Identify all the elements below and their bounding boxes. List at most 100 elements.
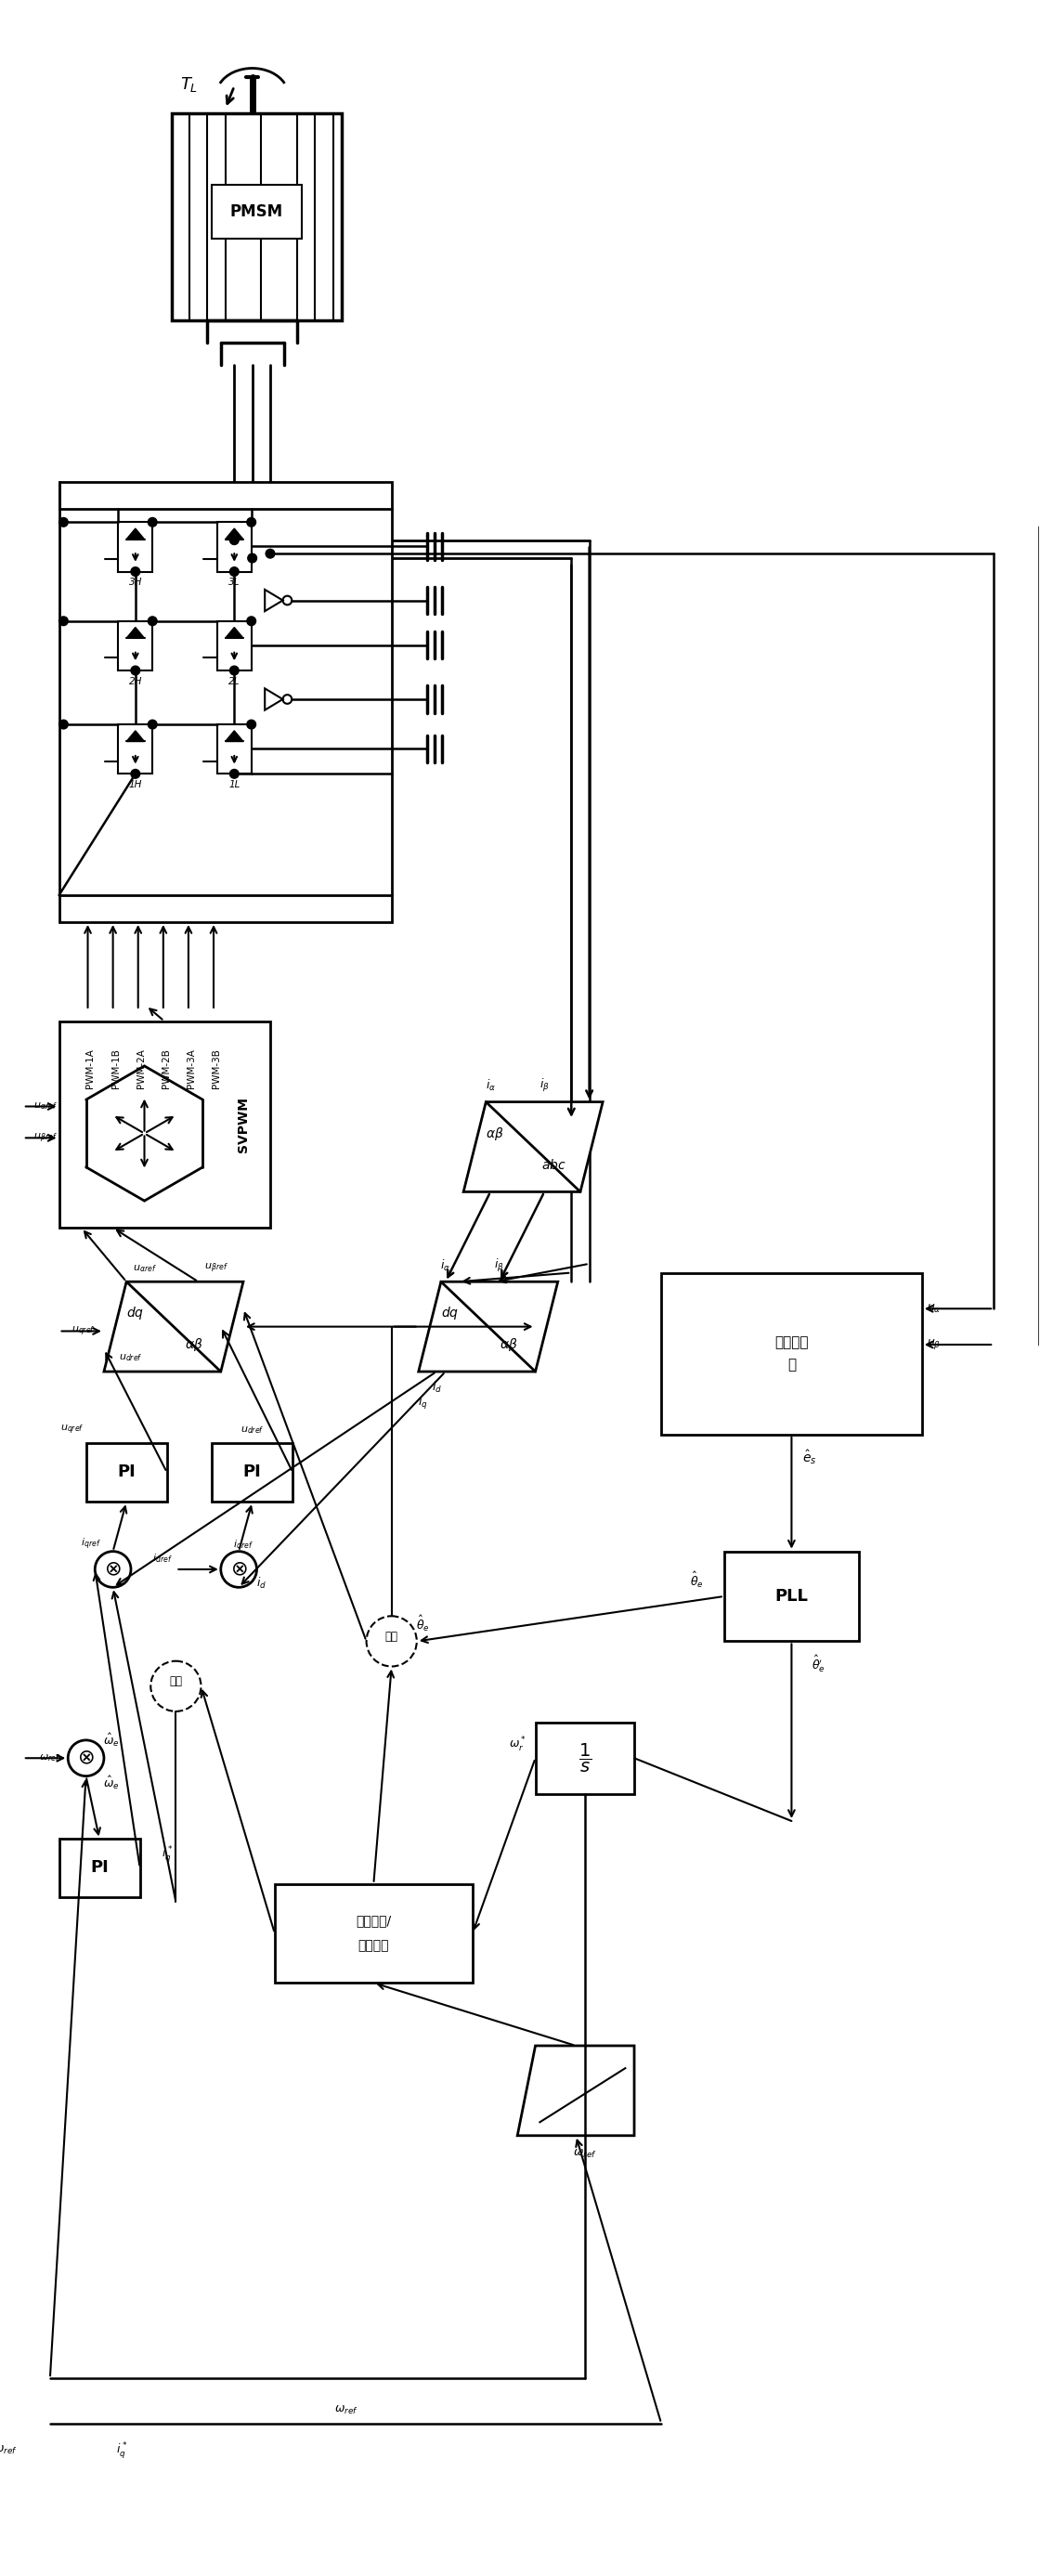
Polygon shape [127,528,145,538]
Text: $\otimes$: $\otimes$ [77,1749,95,1767]
Text: $\hat{\theta}_e$: $\hat{\theta}_e$ [416,1613,430,1633]
Polygon shape [226,528,243,538]
Bar [536,1723,634,1793]
Text: $\omega_r^*$: $\omega_r^*$ [509,1736,526,1754]
Text: $\dfrac{1}{s}$: $\dfrac{1}{s}$ [578,1741,592,1775]
Polygon shape [226,629,243,639]
Circle shape [266,549,275,559]
Text: PI: PI [118,1463,135,1481]
Circle shape [59,616,68,626]
Text: $\hat{\theta}_e$: $\hat{\theta}_e$ [691,1571,704,1589]
Text: PWM-1A: PWM-1A [86,1048,95,1090]
Text: $\omega_{ref}$: $\omega_{ref}$ [40,1752,60,1765]
Text: $\hat{\omega}_e$: $\hat{\omega}_e$ [103,1731,120,1749]
Text: $\otimes$: $\otimes$ [230,1561,248,1579]
Text: 器: 器 [787,1358,796,1370]
Text: $u_{qref}$: $u_{qref}$ [71,1324,95,1337]
Text: 1H: 1H [129,781,142,788]
Text: $\hat{\theta}_e^{\prime}$: $\hat{\theta}_e^{\prime}$ [811,1654,826,1674]
Bar [217,724,252,773]
Circle shape [131,667,140,675]
Text: PWM-3B: PWM-3B [212,1048,220,1090]
Text: $\alpha\beta$: $\alpha\beta$ [486,1126,504,1141]
Text: $abc$: $abc$ [541,1157,566,1172]
Text: PI: PI [90,1860,108,1875]
Text: $i_d$: $i_d$ [256,1577,266,1589]
Text: $i_q$: $i_q$ [418,1394,428,1412]
Text: $u_{qref}$: $u_{qref}$ [60,1425,84,1437]
Text: $u_{\beta ref}$: $u_{\beta ref}$ [33,1131,57,1144]
Text: $\omega_{ref}$: $\omega_{ref}$ [335,2403,359,2416]
Text: $u_{dref}$: $u_{dref}$ [119,1352,142,1363]
Polygon shape [226,732,243,742]
Circle shape [230,770,239,778]
Text: $u_{\beta ref}$: $u_{\beta ref}$ [204,1262,228,1275]
Circle shape [59,719,68,729]
Text: 切换: 切换 [170,1674,182,1687]
Circle shape [148,518,157,526]
Text: $u_{dref}$: $u_{dref}$ [240,1425,264,1435]
Text: $i_d$: $i_d$ [432,1381,442,1396]
Text: SVPWM: SVPWM [237,1097,250,1151]
Text: $\hat{\omega}_e$: $\hat{\omega}_e$ [103,1775,120,1793]
Circle shape [230,536,239,544]
Text: 2H: 2H [129,677,142,685]
Polygon shape [464,1103,603,1193]
Text: $u_{\beta}$: $u_{\beta}$ [927,1337,940,1352]
Polygon shape [127,732,145,742]
Text: 切换: 切换 [385,1631,398,1643]
Text: 切换准备: 切换准备 [358,1940,389,1953]
Bar [212,185,302,240]
Circle shape [59,518,68,526]
Circle shape [131,567,140,577]
Text: PWM-3A: PWM-3A [186,1048,196,1090]
Bar [59,482,392,922]
Bar [217,523,252,572]
Bar [119,523,153,572]
Text: $u_{\alpha ref}$: $u_{\alpha ref}$ [132,1262,156,1273]
Text: $i_{\alpha}$: $i_{\alpha}$ [486,1079,496,1092]
Circle shape [246,518,256,526]
Circle shape [246,719,256,729]
Text: $i_{\alpha}$: $i_{\alpha}$ [440,1257,450,1273]
Text: $\otimes$: $\otimes$ [104,1561,122,1579]
Text: $dq$: $dq$ [127,1306,145,1321]
Text: $dq$: $dq$ [441,1306,459,1321]
Bar [217,621,252,670]
Text: $i_{\beta}$: $i_{\beta}$ [540,1077,549,1095]
Bar [212,1443,292,1502]
Bar [119,621,153,670]
Circle shape [246,616,256,626]
Text: $\alpha\beta$: $\alpha\beta$ [185,1337,203,1352]
Text: PWM-2B: PWM-2B [161,1048,171,1090]
Bar [59,1020,270,1229]
Text: 3H: 3H [129,577,142,587]
Text: PI: PI [243,1463,261,1481]
Text: PWM-2A: PWM-2A [136,1048,146,1090]
Text: $\omega_{ref}$: $\omega_{ref}$ [0,2445,17,2458]
Text: 1L: 1L [229,781,240,788]
Bar [275,1883,472,1984]
Circle shape [148,616,157,626]
Bar [119,724,153,773]
Text: $T_L$: $T_L$ [180,75,199,93]
Text: $i_{qref}$: $i_{qref}$ [80,1535,101,1551]
Text: $i_{dref}$: $i_{dref}$ [152,1553,173,1566]
Polygon shape [127,629,145,639]
Bar [172,113,342,319]
Text: $i_q^*$: $i_q^*$ [161,1844,173,1865]
Circle shape [230,567,239,577]
Circle shape [148,719,157,729]
Bar [724,1551,859,1641]
Polygon shape [418,1283,557,1370]
Text: $u_{\alpha ref}$: $u_{\alpha ref}$ [33,1100,57,1113]
Circle shape [230,667,239,675]
Bar [661,1273,921,1435]
Text: 3L: 3L [229,577,240,587]
Text: PLL: PLL [775,1587,808,1605]
Bar [59,1839,140,1899]
Bar [86,1443,166,1502]
Text: $i_{\beta}$: $i_{\beta}$ [494,1257,504,1275]
Text: $\alpha\beta$: $\alpha\beta$ [499,1337,518,1352]
Text: $u_{\alpha}$: $u_{\alpha}$ [927,1303,941,1314]
